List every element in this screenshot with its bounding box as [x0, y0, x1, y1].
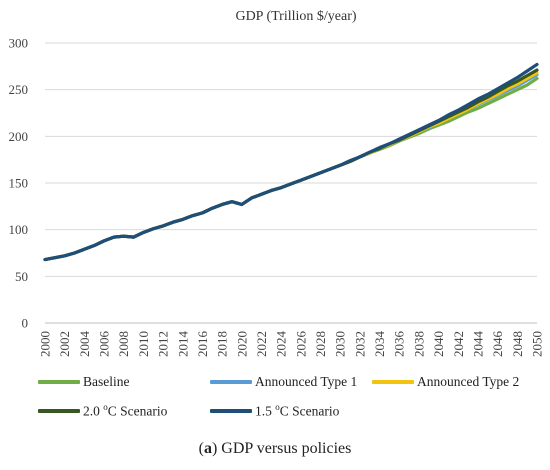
x-tick-label-2006: 2006 [97, 331, 112, 358]
x-tick-label-2010: 2010 [136, 331, 151, 357]
x-tick-label-2032: 2032 [352, 331, 367, 357]
y-tick-label-100: 100 [9, 222, 29, 237]
x-tick-label-2030: 2030 [333, 331, 348, 357]
x-tick-label-2008: 2008 [116, 331, 131, 357]
x-tick-label-2004: 2004 [77, 331, 92, 358]
x-tick-label-2050: 2050 [530, 331, 545, 357]
y-tick-label-0: 0 [22, 316, 29, 331]
x-tick-label-2014: 2014 [175, 331, 190, 358]
x-tick-label-2022: 2022 [254, 331, 269, 357]
legend-swatch-baseline [38, 380, 80, 384]
x-tick-label-2024: 2024 [274, 331, 289, 358]
legend-label-2c-scenario: 2.0 oC Scenario [83, 402, 168, 419]
x-tick-label-2018: 2018 [215, 331, 230, 357]
gdp-line-chart: GDP (Trillion $/year) 0 50 100 150 200 250 300… [9, 9, 545, 358]
x-tick-label-2036: 2036 [392, 331, 407, 358]
y-tick-label-300: 300 [9, 36, 29, 51]
chart-title: GDP (Trillion $/year) [235, 9, 356, 24]
series-line-announced-type-2 [43, 71, 539, 262]
x-tick-label-2038: 2038 [411, 331, 426, 357]
series-line-2-0-c-scenario [43, 68, 539, 262]
legend-swatch-announced-type-2 [372, 380, 414, 384]
x-tick-label-2040: 2040 [431, 331, 446, 357]
x-tick-label-2000: 2000 [38, 331, 53, 357]
x-tick-label-2020: 2020 [234, 331, 249, 357]
legend-item-baseline: Baseline [38, 374, 130, 390]
legend-label-1-5c-scenario: 1.5 oC Scenario [255, 402, 340, 419]
legend-label-announced-type-2: Announced Type 2 [417, 374, 520, 389]
series-line-announced-type-1 [43, 73, 539, 262]
y-axis-ticks: 0 50 100 150 200 250 300 [9, 36, 29, 331]
caption-text: GDP versus policies [217, 440, 352, 457]
legend: Baseline Announced Type 1 Announced Type… [38, 374, 538, 430]
gridlines [45, 42, 537, 277]
legend-swatch-announced-type-1 [210, 380, 252, 384]
x-tick-label-2012: 2012 [156, 331, 171, 357]
legend-swatch-2c-scenario [38, 408, 80, 413]
x-tick-label-2048: 2048 [510, 331, 525, 357]
legend-item-announced-type-1: Announced Type 1 [210, 374, 357, 390]
legend-label-baseline: Baseline [83, 374, 130, 389]
x-tick-label-2026: 2026 [293, 331, 308, 358]
legend-label-announced-type-1: Announced Type 1 [255, 374, 358, 389]
x-tick-label-2016: 2016 [195, 331, 210, 358]
series-line-1-5-c-scenario [43, 62, 539, 262]
x-axis-ticks: 2000 2002 2004 2006 2008 2010 2012 2014 2016 2018… [38, 331, 545, 358]
legend-swatch-1-5c-scenario [210, 408, 252, 413]
legend-item-1-5c-scenario: 1.5 oC Scenario [210, 402, 339, 420]
y-tick-label-200: 200 [9, 129, 29, 144]
legend-item-2c-scenario: 2.0 oC Scenario [38, 402, 167, 420]
x-tick-label-2046: 2046 [490, 331, 505, 358]
figure-caption: (a) GDP versus policies [198, 440, 352, 457]
x-tick-label-2002: 2002 [57, 331, 72, 357]
caption-panel-letter: a [203, 440, 212, 457]
x-tick-label-2044: 2044 [470, 331, 485, 358]
x-tick-label-2042: 2042 [451, 331, 466, 357]
y-tick-label-50: 50 [15, 269, 28, 284]
y-tick-label-150: 150 [9, 176, 29, 191]
y-tick-label-250: 250 [9, 82, 29, 97]
x-tick-label-2034: 2034 [372, 331, 387, 358]
series-lines [43, 62, 539, 262]
legend-item-announced-type-2: Announced Type 2 [372, 374, 519, 390]
x-tick-label-2028: 2028 [313, 331, 328, 357]
